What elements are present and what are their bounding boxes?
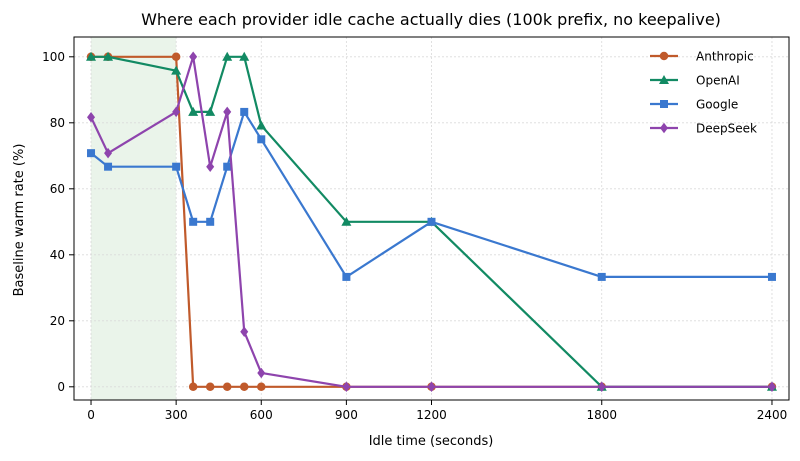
x-tick-label: 1800 — [586, 408, 617, 422]
y-tick-label: 100 — [42, 50, 65, 64]
data-point-openai — [103, 51, 114, 61]
x-axis-label: Idle time (seconds) — [369, 434, 494, 449]
legend-marker-anthropic — [659, 51, 669, 61]
data-point-openai — [256, 120, 267, 130]
data-point-openai — [341, 216, 352, 226]
data-point-deepseek — [189, 51, 198, 63]
data-point-google — [189, 217, 198, 226]
y-tick-label: 0 — [57, 380, 65, 394]
y-axis-label: Baseline warm rate (%) — [12, 144, 27, 297]
y-tick-label: 80 — [50, 116, 65, 130]
data-point-google — [427, 217, 436, 226]
data-point-google — [257, 135, 266, 144]
data-point-google — [597, 272, 606, 281]
legend-marker-deepseek — [660, 122, 668, 134]
data-point-deepseek — [342, 381, 351, 393]
data-point-google — [206, 217, 215, 226]
data-point-google — [240, 107, 249, 116]
data-point-google — [104, 162, 113, 171]
series-line-openai — [91, 55, 772, 388]
legend-marker-google — [660, 100, 668, 108]
data-point-anthropic — [171, 52, 181, 62]
data-point-openai — [205, 106, 216, 116]
data-point-deepseek — [240, 326, 249, 337]
data-point-anthropic — [239, 382, 249, 392]
data-point-openai — [239, 51, 250, 61]
y-tick-label: 20 — [50, 314, 65, 328]
data-point-google — [767, 272, 776, 281]
data-point-google — [172, 162, 181, 171]
data-point-deepseek — [223, 106, 232, 118]
data-point-anthropic — [205, 382, 215, 392]
x-tick-label: 2400 — [757, 408, 788, 422]
data-point-openai — [188, 106, 199, 116]
data-point-google — [223, 162, 232, 171]
data-point-anthropic — [188, 382, 198, 392]
y-tick-label: 40 — [50, 248, 65, 262]
x-tick-label: 1200 — [416, 408, 447, 422]
x-tick-label: 900 — [335, 408, 358, 422]
data-point-deepseek — [597, 381, 606, 393]
legend-label-openai: OpenAI — [696, 74, 740, 88]
legend-label-deepseek: DeepSeek — [696, 122, 757, 136]
legend-label-anthropic: Anthropic — [696, 50, 754, 64]
data-point-google — [342, 272, 351, 281]
data-point-openai — [171, 65, 182, 75]
plot-frame — [73, 36, 790, 401]
legend-label-google: Google — [696, 98, 738, 112]
data-point-deepseek — [206, 161, 215, 172]
data-point-anthropic — [222, 382, 232, 392]
chart-title: Where each provider idle cache actually … — [141, 10, 721, 29]
data-point-deepseek — [257, 367, 266, 379]
x-tick-label: 0 — [87, 408, 95, 422]
data-point-deepseek — [427, 381, 436, 393]
legend: Anthropic OpenAI Google DeepSeek — [650, 50, 757, 136]
legend-marker-openai — [659, 75, 669, 84]
data-point-google — [87, 149, 96, 158]
x-tick-label: 600 — [250, 408, 273, 422]
plot-area: 0 300 600 900 1200 1800 2400 0 20 40 60 80 100 — [42, 36, 790, 422]
data-point-deepseek — [104, 147, 113, 159]
data-point-anthropic — [257, 382, 266, 392]
data-point-deepseek — [87, 111, 96, 123]
y-tick-label: 60 — [50, 182, 65, 196]
series-line-deepseek — [90, 55, 772, 388]
series-line-google — [90, 110, 772, 279]
data-point-openai — [222, 51, 233, 61]
data-point-deepseek — [767, 381, 776, 393]
data-point-deepseek — [172, 106, 181, 118]
shaded-region — [91, 37, 177, 400]
x-tick-label: 300 — [165, 408, 188, 422]
data-point-openai — [86, 51, 97, 61]
